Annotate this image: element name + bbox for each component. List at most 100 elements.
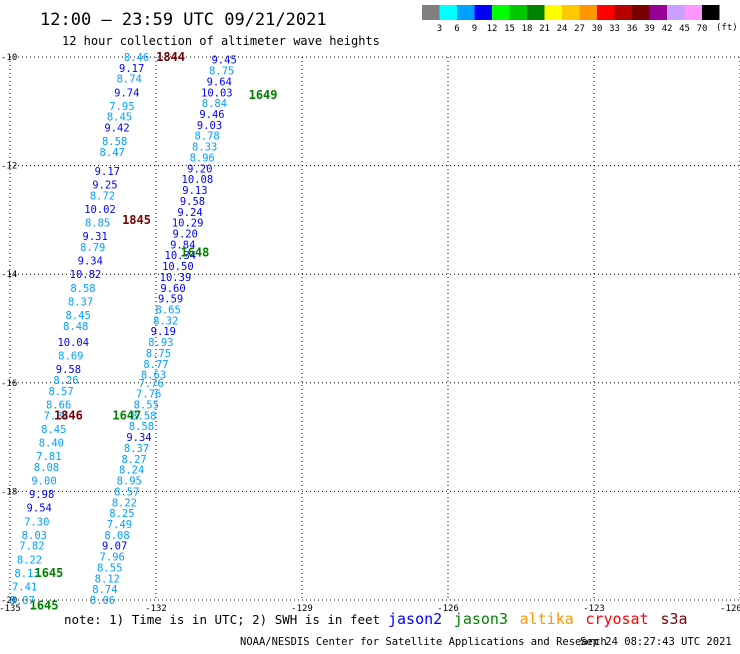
wave-height-value: 9.45: [211, 55, 236, 67]
footer-credit: NOAA/NESDIS Center for Satellite Applica…: [240, 636, 607, 648]
wave-height-value: 8.95: [117, 476, 142, 488]
satellite-legend: jason2 jason3 altika cryosat s3a: [388, 610, 688, 628]
colorbar-swatch: [562, 5, 580, 20]
wave-height-value: 9.13: [182, 185, 207, 197]
wave-height-value: 9.07: [102, 541, 127, 553]
colorbar-swatch: [439, 5, 457, 20]
x-tick-label: -126: [437, 604, 459, 614]
pass-time-label: 1844: [156, 50, 185, 64]
wave-height-value: 10.04: [57, 337, 89, 349]
wave-height-value: 8.45: [65, 310, 90, 322]
wave-height-value: 9.34: [78, 256, 103, 268]
pass-time-label: 1647: [112, 408, 141, 422]
wave-height-value: 10.02: [84, 204, 116, 216]
wave-height-value: 8.57: [114, 486, 139, 498]
pass-time-label: 1648: [180, 245, 209, 259]
wave-height-value: 10.82: [70, 269, 102, 281]
wave-height-value: 8.84: [202, 98, 227, 110]
colorbar-swatch: [457, 5, 475, 20]
colorbar-label: 42: [662, 24, 673, 34]
colorbar-label: 12: [487, 24, 498, 34]
x-tick-label: -123: [583, 604, 605, 614]
wave-height-value: 9.84: [170, 239, 195, 251]
pass-time-label: 1645: [34, 566, 63, 580]
y-tick-label: -20: [1, 596, 17, 606]
wave-height-value: 10.39: [160, 272, 192, 284]
pass-time-label: 1845: [122, 213, 151, 227]
colorbar-label: 36: [627, 24, 638, 34]
wave-height-value: 9.20: [187, 163, 212, 175]
wave-height-value: 9.42: [104, 123, 129, 135]
wave-height-value: 7.76: [136, 389, 161, 401]
satellite-legend-item: jason2: [388, 610, 442, 628]
wave-height-value: 8.75: [209, 66, 234, 78]
wave-height-value: 8.96: [190, 152, 215, 164]
wave-height-value: 8.13: [14, 568, 39, 580]
wave-height-value: 8.22: [112, 497, 137, 509]
y-tick-label: -16: [1, 379, 17, 389]
wave-height-value: 9.74: [114, 87, 139, 99]
wave-height-value: 8.25: [109, 508, 134, 520]
colorbar-label: 33: [609, 24, 620, 34]
wave-height-value: 9.31: [83, 231, 108, 243]
wave-height-value: 8.58: [131, 410, 156, 422]
wave-height-value: 9.64: [207, 76, 232, 88]
colorbar-swatch: [614, 5, 632, 20]
wave-height-value: 8.33: [192, 142, 217, 154]
colorbar-swatch: [492, 5, 510, 20]
wave-height-value: 9.03: [197, 120, 222, 132]
wave-height-value: 9.98: [29, 489, 54, 501]
colorbar-swatch: [597, 5, 615, 20]
x-tick-label: -129: [291, 604, 313, 614]
wave-height-value: 8.12: [95, 573, 120, 585]
x-tick-label: -120: [720, 604, 740, 614]
colorbar-swatch: [579, 5, 597, 20]
chart-title: 12:00 – 23:59 UTC 09/21/2021: [40, 10, 327, 30]
wave-height-value: 8.40: [39, 438, 64, 450]
colorbar-label: 27: [574, 24, 585, 34]
wave-height-value: 7.82: [19, 541, 44, 553]
footer-timestamp: Sep 24 08:27:43 UTC 2021: [580, 636, 732, 648]
wave-height-value: 8.63: [141, 370, 166, 382]
colorbar-swatch: [527, 5, 545, 20]
wave-height-value: 9.25: [92, 180, 117, 192]
wave-height-value: 8.47: [100, 147, 125, 159]
wave-height-value: 7.95: [109, 101, 134, 113]
x-tick-labels: -135 -132 -129 -126 -123 -120: [0, 604, 740, 614]
colorbar-swatch: [667, 5, 685, 20]
wave-height-value: 9.58: [180, 196, 205, 208]
y-tick-labels: -10 -12 -14 -16 -18 -20: [1, 53, 17, 606]
wave-height-value: 7.49: [107, 519, 132, 531]
wave-height-value: 8.77: [143, 359, 168, 371]
y-tick-label: -18: [1, 487, 17, 497]
wave-height-value: 9.54: [27, 503, 52, 515]
colorbar-label: 15: [504, 24, 515, 34]
y-tick-label: -14: [1, 270, 17, 280]
satellite-legend-item: jason3: [454, 610, 508, 628]
wave-height-value: 9.59: [158, 294, 183, 306]
pass-time-label: 1645: [30, 598, 59, 612]
wave-height-value: 7.96: [100, 552, 125, 564]
wave-height-value: 8.58: [70, 283, 95, 295]
wave-height-value: 9.17: [119, 63, 144, 75]
wave-height-value: 9.17: [95, 166, 120, 178]
pass-time-labels: 1844 1649 1845 1648 1846 1647 1645 1645: [30, 50, 278, 612]
wave-height-value: 8.75: [146, 348, 171, 360]
wave-height-value: 8.65: [156, 304, 181, 316]
wave-height-value: 8.24: [119, 465, 144, 477]
wave-height-value: 10.50: [162, 261, 194, 273]
colorbar-label: 70: [697, 24, 708, 34]
satellite-legend-item: altika: [520, 610, 574, 628]
colorbar-swatch: [474, 5, 492, 20]
wave-height-value: 8.06: [90, 595, 115, 607]
colorbar-swatch: [684, 5, 702, 20]
wave-height-value: 9.58: [56, 364, 81, 376]
wave-height-value: 7.76: [138, 378, 163, 390]
wave-height-value: 8.32: [153, 315, 178, 327]
wave-height-value: 8.27: [121, 454, 146, 466]
colorbar-label: 6: [454, 24, 459, 34]
wave-height-value: 8.37: [68, 296, 93, 308]
wave-height-value: 8.72: [90, 190, 115, 202]
colorbar-label: 45: [679, 24, 690, 34]
colorbar-label: 3: [437, 24, 442, 34]
